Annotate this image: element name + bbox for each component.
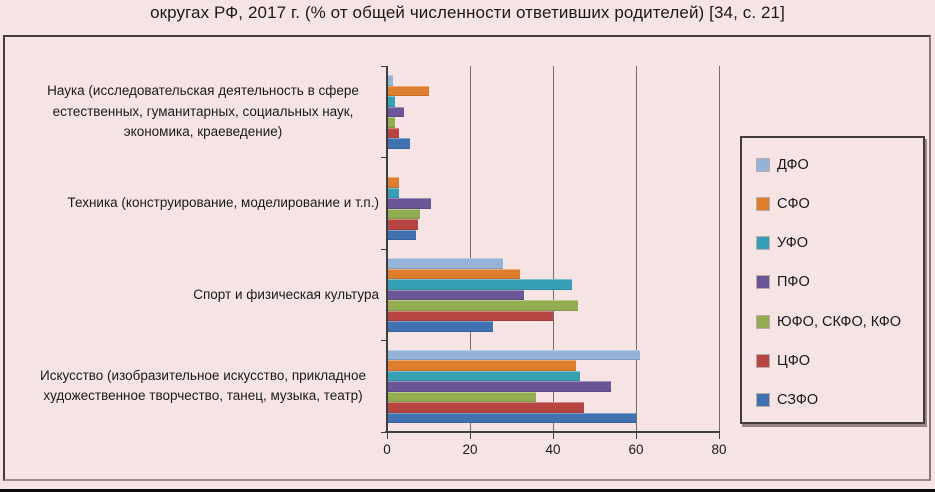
legend-label: ЦФО xyxy=(777,352,811,369)
legend-swatch xyxy=(756,314,770,329)
legend-label: ДФО xyxy=(777,157,809,173)
bar xyxy=(387,381,612,392)
bar xyxy=(387,321,493,332)
gridline xyxy=(469,66,471,432)
x-axis-tick-mark xyxy=(635,433,637,439)
x-axis-tick-mark xyxy=(386,433,388,439)
legend-label: СФО xyxy=(777,196,810,213)
bar xyxy=(387,96,396,107)
legend-swatch xyxy=(756,392,770,407)
gridline xyxy=(635,66,637,432)
bar xyxy=(387,187,400,198)
legend-label: ЮФО, СКФО, КФО xyxy=(777,313,902,330)
x-tick-label: 60 xyxy=(628,442,644,457)
bar xyxy=(387,219,419,230)
bar xyxy=(387,117,396,128)
bar xyxy=(387,391,537,402)
category-group xyxy=(387,158,719,250)
bar xyxy=(387,279,572,290)
y-axis-tick-mark xyxy=(381,248,387,250)
category-label: Наука (исследовательская деятельность в … xyxy=(47,83,359,139)
bar xyxy=(387,85,429,96)
gridline xyxy=(718,66,720,432)
category-group xyxy=(387,249,719,341)
bar xyxy=(387,208,421,219)
category-label-row: Искусство (изобразительное искусство, пр… xyxy=(7,341,379,433)
y-axis-tick-mark xyxy=(381,157,387,158)
category-label-row: Наука (исследовательская деятельность в … xyxy=(7,66,379,158)
bar xyxy=(387,412,636,423)
bar-groups xyxy=(387,66,719,432)
legend-item: СЗФО xyxy=(756,391,917,408)
y-axis-tick-mark xyxy=(381,65,387,67)
bar xyxy=(387,268,520,279)
bar xyxy=(387,106,404,117)
bar xyxy=(387,198,431,209)
bar xyxy=(387,258,504,269)
legend-swatch xyxy=(756,158,770,172)
bar xyxy=(387,289,524,300)
x-tick-label: 40 xyxy=(545,442,561,457)
y-axis-tick-mark xyxy=(381,340,387,341)
x-tick-label: 20 xyxy=(462,442,478,457)
bar xyxy=(387,370,580,381)
legend-label: ПФО xyxy=(777,274,810,291)
chart-title: округах РФ, 2017 г. (% от общей численно… xyxy=(150,3,785,22)
x-axis xyxy=(385,431,720,433)
x-axis-tick-mark xyxy=(718,433,720,439)
legend-item: ДФО xyxy=(756,157,917,173)
category-label: Техника (конструирование, моделирование … xyxy=(67,195,380,211)
legend-label: УФО xyxy=(777,235,809,252)
legend-item: СФО xyxy=(756,196,917,213)
legend-swatch xyxy=(756,236,770,251)
legend-swatch xyxy=(756,353,770,368)
bar xyxy=(387,402,585,413)
bar xyxy=(387,310,553,321)
bar xyxy=(387,300,578,311)
legend-item: ПФО xyxy=(756,274,917,291)
category-group xyxy=(387,341,719,433)
y-axis-tick-mark xyxy=(381,431,387,433)
legend-item: ЮФО, СКФО, КФО xyxy=(756,313,917,330)
bar xyxy=(387,229,417,240)
bar xyxy=(387,177,400,188)
x-axis-tick-mark xyxy=(552,433,554,439)
x-tick-label: 0 xyxy=(383,442,391,457)
gridline xyxy=(552,66,554,432)
legend: ДФО СФО УФО ПФО ЮФО, СКФО, КФО ЦФО СЗФО xyxy=(740,136,925,424)
plot-area: 0 20 40 60 80 xyxy=(381,65,727,457)
bar xyxy=(387,138,410,149)
chart-frame: Наука (исследовательская деятельность в … xyxy=(3,35,931,481)
category-group xyxy=(387,66,719,158)
x-axis-tick-mark xyxy=(469,433,471,439)
bar xyxy=(387,75,394,86)
category-label-row: Спорт и физическая культура xyxy=(7,249,379,341)
category-label: Искусство (изобразительное искусство, пр… xyxy=(39,368,367,404)
legend-swatch xyxy=(756,197,770,212)
y-axis xyxy=(386,66,388,433)
legend-item: УФО xyxy=(756,235,917,252)
bar xyxy=(387,127,400,138)
bar xyxy=(387,360,576,371)
bar xyxy=(387,349,641,360)
category-label-row: Техника (конструирование, моделирование … xyxy=(7,158,380,250)
legend-label: СЗФО xyxy=(777,391,819,408)
category-labels: Наука (исследовательская деятельность в … xyxy=(7,66,379,432)
legend-item: ЦФО xyxy=(756,352,917,369)
category-label: Спорт и физическая культура xyxy=(193,286,379,302)
legend-swatch xyxy=(756,275,770,290)
x-tick-label: 80 xyxy=(711,442,727,457)
